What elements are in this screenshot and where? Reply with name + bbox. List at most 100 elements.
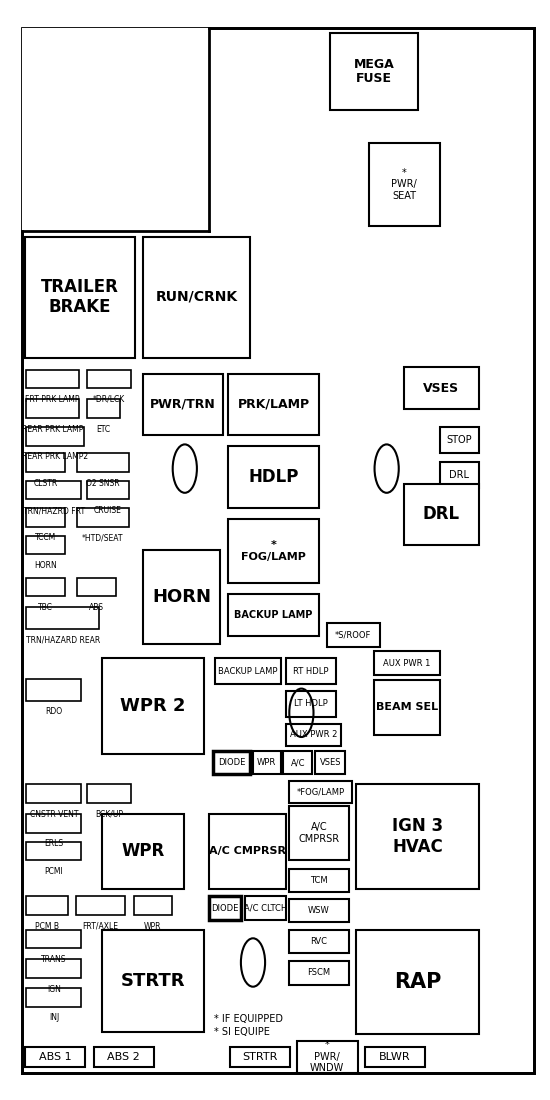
Bar	[26, 988, 81, 1007]
Text: *DR/LCK: *DR/LCK	[93, 395, 125, 404]
Text: TCCM: TCCM	[35, 534, 56, 542]
Bar	[26, 896, 68, 915]
Bar	[253, 751, 280, 774]
Text: FSCM: FSCM	[307, 968, 331, 978]
Text: REAR PRK LAMP2: REAR PRK LAMP2	[22, 452, 89, 461]
Bar	[26, 481, 81, 499]
Text: DIODE: DIODE	[211, 903, 239, 913]
Text: A/C: A/C	[290, 758, 305, 768]
Text: STRTR: STRTR	[243, 1052, 278, 1063]
Bar	[286, 691, 336, 717]
Text: HORN: HORN	[34, 561, 57, 570]
Bar	[76, 896, 125, 915]
Bar	[102, 814, 184, 889]
Text: RAP: RAP	[394, 971, 441, 992]
Text: BCK/UP: BCK/UP	[95, 810, 123, 818]
Text: CRUISE: CRUISE	[94, 506, 122, 515]
Bar	[26, 959, 81, 978]
Bar	[286, 724, 341, 746]
Bar	[25, 1047, 85, 1067]
Text: BLWR: BLWR	[379, 1052, 411, 1063]
Text: LT HDLP: LT HDLP	[294, 700, 328, 708]
Text: CLSTR: CLSTR	[34, 478, 58, 487]
Bar	[440, 427, 478, 453]
Bar	[230, 1047, 290, 1067]
Text: FRT/AXLE: FRT/AXLE	[82, 922, 119, 931]
Text: * IF EQUIPPED: * IF EQUIPPED	[214, 1014, 283, 1024]
Text: BACKUP LAMP: BACKUP LAMP	[234, 609, 313, 620]
Text: *
PWR/
WNDW: * PWR/ WNDW	[310, 1040, 344, 1074]
Text: DIODE: DIODE	[218, 758, 245, 768]
Text: TBC: TBC	[38, 603, 53, 612]
Text: PRK/LAMP: PRK/LAMP	[238, 398, 310, 410]
Bar	[26, 536, 65, 554]
Bar	[77, 453, 129, 472]
Bar	[26, 508, 65, 527]
Bar	[77, 578, 116, 596]
Text: BEAM SEL: BEAM SEL	[376, 702, 438, 713]
Text: RUN/CRNK: RUN/CRNK	[156, 290, 238, 304]
Bar	[94, 1047, 154, 1067]
Bar	[26, 814, 81, 833]
Bar	[374, 651, 440, 675]
Text: STOP: STOP	[447, 434, 472, 446]
Bar	[26, 370, 79, 388]
Text: WPR: WPR	[122, 843, 164, 860]
Bar	[286, 658, 336, 684]
Bar	[289, 806, 349, 860]
Text: VSES: VSES	[320, 758, 341, 768]
Bar	[214, 658, 280, 684]
Bar	[365, 1047, 425, 1067]
Bar	[330, 33, 418, 110]
Text: IGN 3
HVAC: IGN 3 HVAC	[392, 817, 443, 856]
Bar	[143, 550, 220, 644]
Bar	[228, 594, 319, 636]
Bar	[289, 781, 352, 803]
Text: REAR PRK LAMP: REAR PRK LAMP	[22, 425, 83, 433]
Text: TRAILER
BRAKE: TRAILER BRAKE	[41, 277, 119, 317]
Bar	[404, 367, 478, 409]
Text: AUX PWR 2: AUX PWR 2	[290, 730, 337, 739]
Text: CNSTR VENT: CNSTR VENT	[30, 810, 78, 818]
Text: *FOG/LAMP: *FOG/LAMP	[296, 788, 344, 796]
Bar	[289, 930, 349, 953]
Bar	[87, 370, 131, 388]
Bar	[26, 399, 79, 418]
Bar	[87, 784, 131, 803]
Text: A/C
CMPRSR: A/C CMPRSR	[299, 823, 339, 844]
Bar	[26, 679, 81, 701]
Bar	[87, 481, 129, 499]
Text: *HTD/SEAT: *HTD/SEAT	[82, 534, 124, 542]
Text: WPR: WPR	[257, 758, 276, 768]
Text: INJ: INJ	[49, 1013, 59, 1022]
Text: RDO: RDO	[45, 707, 63, 716]
Text: ERLS: ERLS	[45, 839, 63, 848]
Text: A/C CMPRSR: A/C CMPRSR	[209, 846, 286, 857]
Bar	[356, 784, 478, 889]
Bar	[327, 623, 380, 647]
Bar	[102, 658, 204, 754]
Text: DRL: DRL	[423, 505, 460, 524]
Bar	[77, 508, 129, 527]
Bar	[374, 680, 440, 735]
Text: TCM: TCM	[310, 876, 328, 886]
Bar	[22, 28, 209, 231]
Bar	[440, 462, 478, 488]
Text: IGN: IGN	[47, 984, 61, 993]
Bar	[289, 869, 349, 892]
Text: WPR: WPR	[144, 922, 162, 931]
Text: TRN/HAZRD FRT: TRN/HAZRD FRT	[23, 506, 85, 515]
Text: HORN: HORN	[152, 587, 211, 606]
Bar	[297, 1041, 358, 1072]
Text: RT HDLP: RT HDLP	[293, 667, 328, 675]
Text: FRT PRK LAMP: FRT PRK LAMP	[25, 395, 80, 404]
Text: *
FOG/LAMP: * FOG/LAMP	[241, 540, 306, 562]
Text: PWR/TRN: PWR/TRN	[150, 398, 216, 410]
Text: AUX PWR 1: AUX PWR 1	[383, 659, 431, 668]
Bar	[356, 930, 478, 1034]
Bar	[289, 899, 349, 922]
Bar	[26, 842, 81, 860]
Bar	[228, 519, 319, 583]
Bar	[143, 374, 223, 434]
Text: A/C CLTCH: A/C CLTCH	[244, 903, 287, 913]
